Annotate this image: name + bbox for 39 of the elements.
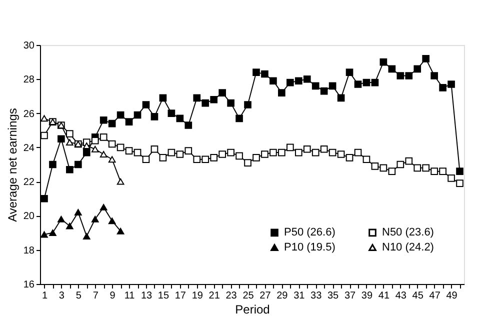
x-tick-label: 21 bbox=[208, 290, 220, 302]
x-tick-label: 13 bbox=[140, 290, 152, 302]
x-tick-label: 31 bbox=[294, 290, 306, 302]
x-tick-label: 35 bbox=[327, 290, 340, 302]
x-tick-label: 45 bbox=[412, 290, 424, 302]
x-tick-label: 29 bbox=[276, 290, 288, 302]
x-tick-label: 3 bbox=[58, 290, 65, 302]
x-tick-label: 15 bbox=[158, 290, 170, 302]
y-tick-label: 20 bbox=[23, 211, 35, 222]
legend-label: P50 (26.6) bbox=[284, 226, 336, 239]
x-tick-label: 5 bbox=[76, 290, 82, 302]
x-tick-label: 25 bbox=[242, 290, 254, 302]
x-tick-label: 19 bbox=[192, 290, 204, 302]
x-tick-label: 43 bbox=[395, 290, 407, 302]
x-tick-label: 37 bbox=[344, 290, 356, 302]
x-tick-label: 41 bbox=[378, 290, 390, 302]
y-tick-label: 28 bbox=[23, 74, 35, 86]
legend-label: P10 (19.5) bbox=[284, 242, 336, 254]
legend-label: N50 (23.6) bbox=[382, 226, 434, 239]
y-tick-label: 24 bbox=[23, 142, 35, 154]
x-tick-label: 49 bbox=[446, 290, 458, 302]
y-axis-title: Average net earnings bbox=[5, 108, 20, 222]
y-tick-label: 22 bbox=[23, 177, 35, 188]
x-tick-label: 39 bbox=[361, 290, 373, 302]
x-tick-label: 11 bbox=[124, 290, 136, 302]
x-tick-label: 47 bbox=[429, 290, 441, 302]
x-tick-label: 7 bbox=[92, 290, 99, 302]
x-tick-label: 17 bbox=[174, 290, 186, 302]
y-tick-label: 30 bbox=[23, 40, 35, 52]
legend-label: N10 (24.2) bbox=[382, 242, 434, 254]
y-tick-label: 16 bbox=[23, 280, 35, 290]
x-tick-label: 9 bbox=[110, 290, 116, 302]
y-tick-label: 26 bbox=[23, 108, 35, 120]
x-tick-label: 23 bbox=[226, 290, 238, 302]
x-tick-label: 27 bbox=[260, 290, 272, 302]
x-tick-label: 1 bbox=[42, 290, 48, 302]
x-axis-title: Period bbox=[235, 302, 270, 316]
x-tick-label: 33 bbox=[310, 290, 322, 302]
y-tick-label: 18 bbox=[23, 245, 35, 256]
